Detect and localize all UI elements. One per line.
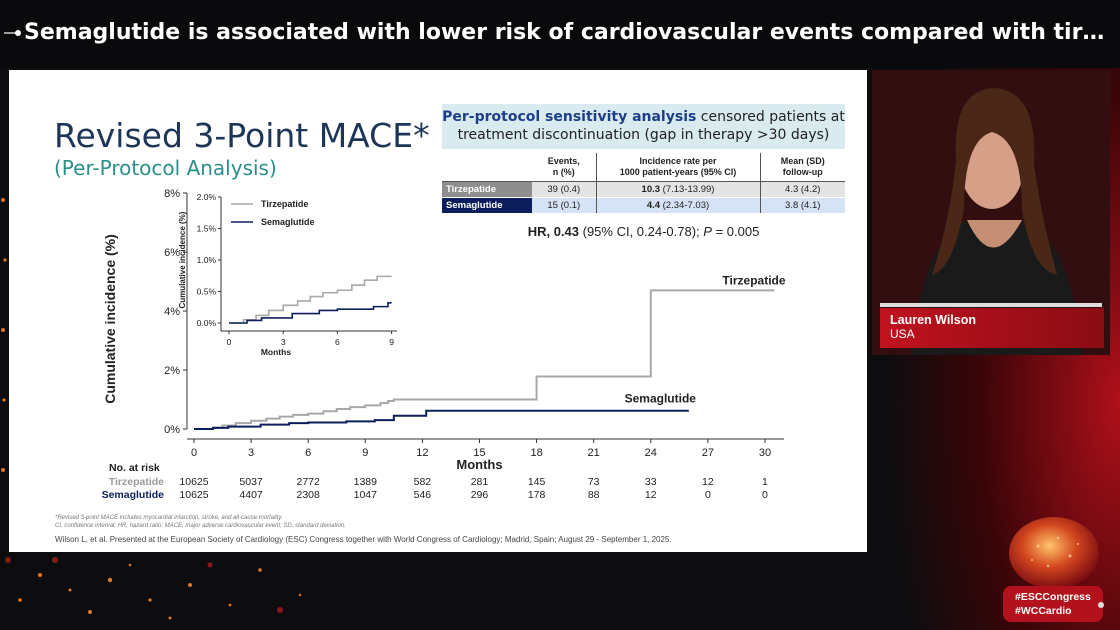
at-risk-value: 2308	[297, 489, 321, 501]
per-protocol-note-text: censored patients at treatment discontin…	[457, 109, 845, 143]
y-tick-label: 4%	[164, 306, 180, 318]
inset-y-axis-label: Cumulative incidence (%)	[178, 211, 187, 308]
table-header-followup: Mean (SD) follow-up	[759, 153, 845, 182]
cell-rate: 10.3 (7.13-13.99)	[595, 180, 760, 197]
at-risk-value: 1	[762, 476, 768, 488]
series-label-semaglutide: Semaglutide	[625, 392, 697, 406]
at-risk-value: 0	[762, 489, 768, 501]
series-line-tirzepatide	[194, 289, 775, 430]
per-protocol-note-bold: Per-protocol sensitivity analysis	[442, 109, 697, 125]
inset-y-tick-label: 0.0%	[197, 318, 217, 328]
at-risk-title: No. at risk	[109, 462, 160, 474]
inset-y-tick-label: 1.0%	[197, 255, 217, 265]
x-tick-label: 0	[191, 447, 197, 459]
legend-label-semaglutide: Semaglutide	[261, 217, 315, 227]
table-header-rate: Incidence rate per 1000 patient-years (9…	[595, 153, 760, 182]
per-protocol-note: Per-protocol sensitivity analysis censor…	[442, 104, 845, 149]
at-risk-value: 1389	[354, 476, 378, 488]
headline: Semaglutide is associated with lower ris…	[24, 20, 1114, 45]
at-risk-value: 582	[414, 476, 432, 488]
inset-y-tick-label: 0.5%	[197, 287, 217, 297]
at-risk-value: 4407	[239, 489, 263, 501]
legend-label-tirzepatide: Tirzepatide	[261, 199, 308, 209]
footnote: *Revised 3-point MACE includes myocardia…	[55, 515, 346, 529]
y-tick-label: 6%	[164, 247, 180, 259]
x-tick-label: 3	[248, 447, 254, 459]
at-risk-value: 33	[645, 476, 657, 488]
series-line-semaglutide	[194, 409, 689, 430]
hashtag-badge: #ESCCongress #WCCardio	[1003, 586, 1103, 622]
y-tick-label: 0%	[164, 424, 180, 436]
at-risk-value: 0	[705, 489, 711, 501]
at-risk-value: 5037	[239, 476, 263, 488]
at-risk-value: 12	[645, 489, 657, 501]
at-risk-row-label: Tirzepatide	[109, 476, 164, 488]
inset-series-line-tirzepatide	[229, 275, 392, 324]
at-risk-value: 281	[471, 476, 489, 488]
at-risk-value: 12	[702, 476, 714, 488]
at-risk-value: 2772	[297, 476, 321, 488]
at-risk-row-label: Semaglutide	[102, 489, 165, 501]
x-tick-label: 30	[759, 447, 771, 459]
x-axis-label: Months	[456, 457, 502, 472]
speaker-country: USA	[890, 327, 915, 341]
x-tick-label: 24	[645, 447, 657, 459]
x-tick-label: 9	[362, 447, 368, 459]
incidence-table: Events, n (%) Incidence rate per 1000 pa…	[442, 153, 845, 213]
hashtag-esc: #ESCCongress	[1015, 591, 1091, 603]
speaker-name: Lauren Wilson	[890, 313, 977, 327]
inset-x-tick-label: 6	[335, 337, 340, 347]
y-tick-label: 2%	[164, 365, 180, 377]
row-label-semaglutide: Semaglutide	[442, 196, 532, 213]
at-risk-value: 10625	[179, 489, 208, 501]
x-tick-label: 15	[473, 447, 485, 459]
series-label-tirzepatide: Tirzepatide	[722, 273, 785, 287]
slide-title: Revised 3-Point MACE*	[54, 116, 430, 155]
table-row: Semaglutide 15 (0.1) 4.4 (2.34-7.03) 3.8…	[442, 196, 845, 213]
hazard-ratio: HR, 0.43 (95% CI, 0.24-0.78); P = 0.005	[527, 224, 760, 239]
y-tick-label: 8%	[164, 188, 180, 200]
inset-x-tick-label: 3	[281, 337, 286, 347]
km-chart: 0%2%4%6%8%0 3 6 9 12 15 18 21 24 27 30MonthsCumula…	[102, 188, 786, 501]
cell-followup: 4.3 (4.2)	[759, 180, 845, 197]
esc-globe-icon	[1009, 517, 1099, 589]
hashtag-wcc: #WCCardio	[1015, 605, 1072, 617]
headline-bullet-icon	[4, 30, 21, 36]
row-label-tirzepatide: Tirzepatide	[442, 180, 532, 197]
inset-x-tick-label: 0	[227, 337, 232, 347]
at-risk-value: 178	[528, 489, 546, 501]
x-tick-label: 12	[416, 447, 428, 459]
x-tick-label: 27	[702, 447, 714, 459]
table-row: Tirzepatide 39 (0.4) 10.3 (7.13-13.99) 4…	[442, 180, 845, 197]
x-tick-label: 21	[588, 447, 600, 459]
speaker-name-tag: Lauren Wilson USA	[880, 308, 1104, 348]
inset-x-axis-label: Months	[261, 347, 291, 357]
inset-y-tick-label: 2.0%	[197, 192, 217, 202]
presentation-slide: Revised 3-Point MACE* (Per-Protocol Anal…	[9, 70, 867, 552]
at-risk-value: 145	[528, 476, 546, 488]
at-risk-value: 1047	[354, 489, 378, 501]
title-bar	[0, 0, 1120, 68]
at-risk-value: 296	[471, 489, 489, 501]
y-axis-label: Cumulative incidence (%)	[102, 234, 118, 404]
citation: Wilson L, et al. Presented at the Europe…	[55, 535, 672, 544]
inset-x-tick-label: 9	[389, 337, 394, 347]
at-risk-value: 10625	[179, 476, 208, 488]
inset-y-tick-label: 1.5%	[197, 224, 217, 234]
x-tick-label: 18	[530, 447, 542, 459]
cell-events: 39 (0.4)	[532, 180, 596, 197]
cell-followup: 3.8 (4.1)	[759, 196, 845, 213]
at-risk-value: 73	[588, 476, 600, 488]
inset-series-line-semaglutide	[229, 302, 392, 324]
at-risk-value: 546	[414, 489, 432, 501]
badge-dot-icon	[1098, 602, 1104, 608]
slide-subtitle: (Per-Protocol Analysis)	[54, 156, 277, 180]
at-risk-value: 88	[588, 489, 600, 501]
cell-events: 15 (0.1)	[532, 196, 596, 213]
x-tick-label: 6	[305, 447, 311, 459]
cell-rate: 4.4 (2.34-7.03)	[595, 196, 760, 213]
